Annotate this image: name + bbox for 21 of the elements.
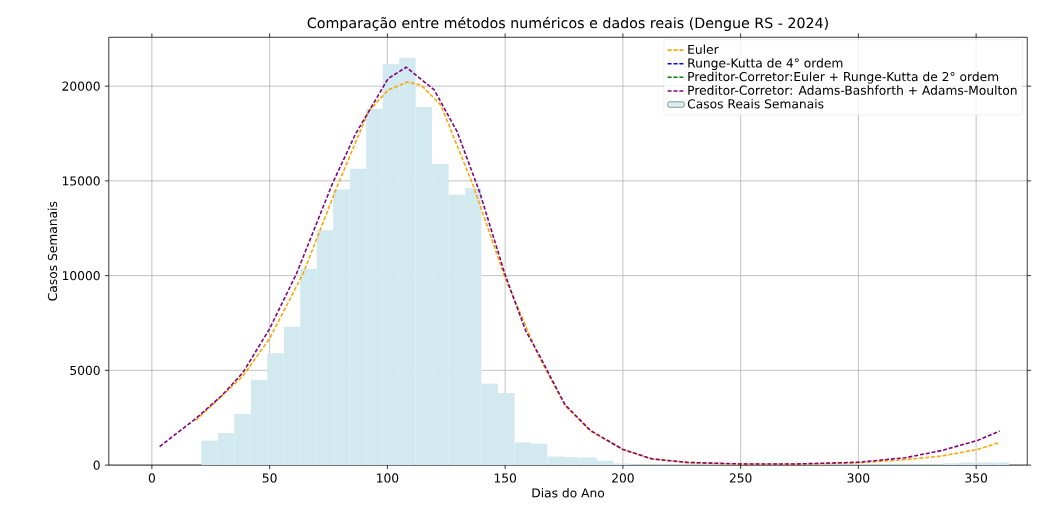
- x-tick-label: 250: [729, 473, 752, 483]
- x-tick-label: 100: [377, 473, 399, 483]
- legend-label: Euler: [688, 44, 719, 54]
- x-tick-label: 300: [847, 473, 870, 483]
- x-axis-title: Dias do Ano: [532, 487, 605, 498]
- legend-label: Preditor-Corretor:Euler + Runge-Kutta de 2° ordem: [688, 71, 999, 84]
- y-tick-label: 10000: [62, 270, 100, 281]
- y-tick-label: 0: [93, 460, 100, 470]
- y-tick-label: 20000: [62, 81, 100, 91]
- chart-title: Comparação entre métodos numéricos e dados reais (Dengue RS - 2024): [307, 16, 828, 31]
- y-axis-title: Casos Semanais: [47, 201, 58, 301]
- legend-label: Casos Reais Semanais: [687, 98, 824, 109]
- x-tick-label: 150: [494, 473, 517, 483]
- x-tick-label: 0: [148, 473, 155, 483]
- x-tick-label: 50: [262, 473, 277, 483]
- y-tick-label: 5000: [70, 365, 100, 375]
- y-tick-label: 15000: [62, 176, 100, 186]
- x-tick-label: 350: [965, 473, 988, 483]
- legend-label: Preditor-Corretor: Adams-Bashforth + Adams-Moulton: [688, 85, 1017, 95]
- legend-label: Runge-Kutta de 4° ordem: [688, 57, 843, 70]
- x-tick-label: 200: [612, 473, 634, 483]
